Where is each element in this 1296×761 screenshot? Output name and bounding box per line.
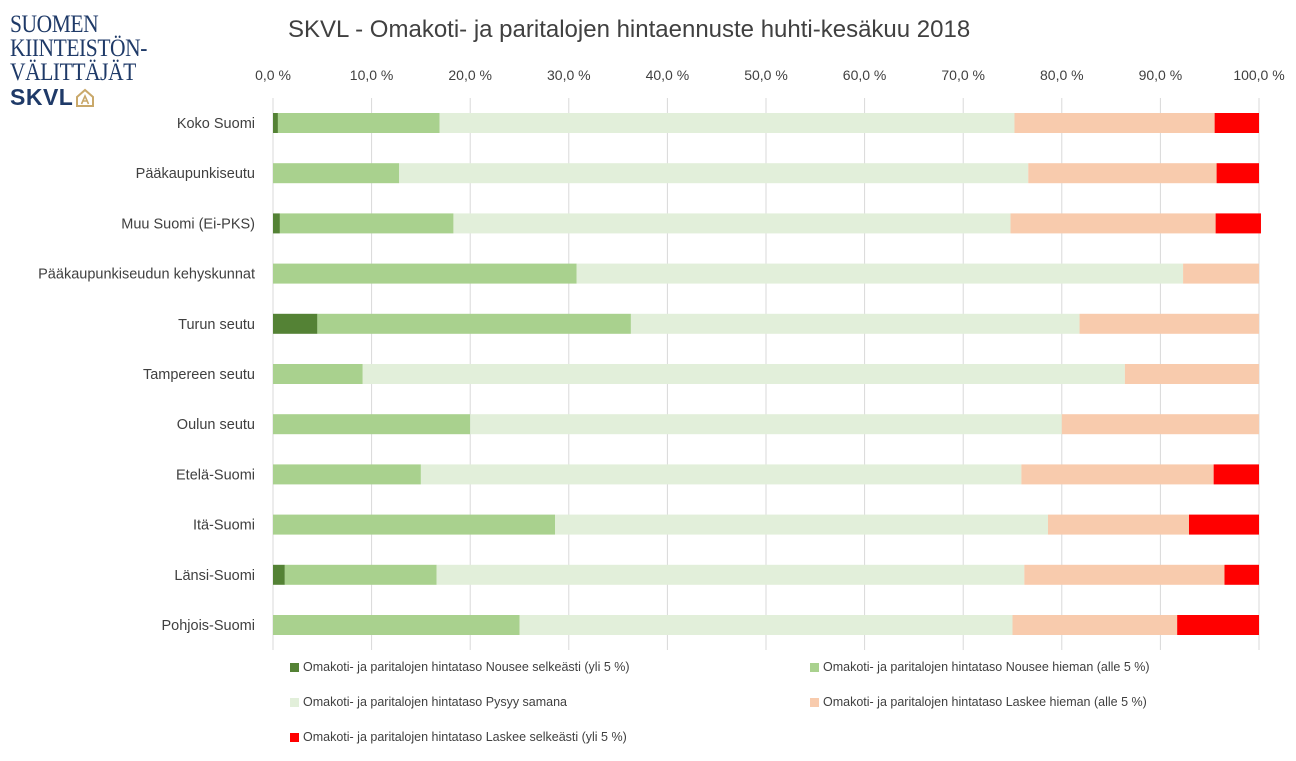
category-label: Koko Suomi (177, 116, 255, 132)
bar-segment (1028, 163, 1217, 184)
legend-item: Omakoti- ja paritalojen hintataso Laskee… (810, 695, 1147, 709)
category-label: Tampereen seutu (143, 367, 255, 383)
skvl-logo: SUOMEN KIINTEISTÖN- VÄLITTÄJÄT SKVL (10, 12, 180, 112)
stacked-bar-chart: 0,0 % 10,0 % 20,0 % 30,0 % 40,0 % 50,0 % 60,0 … (38, 67, 1285, 650)
bar-segment (362, 364, 1125, 384)
bar-segment (1079, 313, 1259, 334)
logo-line-2: KIINTEISTÖN- (10, 35, 147, 62)
bar-segment (1021, 464, 1214, 485)
house-icon (76, 88, 95, 107)
chart-legend: Omakoti- ja paritalojen hintataso Nousee… (290, 660, 1280, 756)
legend-item: Omakoti- ja paritalojen hintataso Nousee… (810, 660, 1150, 674)
legend-label: Omakoti- ja paritalojen hintataso Laskee… (823, 695, 1147, 709)
bar-segment (1047, 514, 1189, 535)
x-tick-label: 10,0 % (350, 67, 394, 83)
legend-swatch (290, 697, 299, 707)
bar-segment (1061, 414, 1259, 435)
category-label: Pääkaupunkiseudun kehyskunnat (38, 267, 255, 283)
bar-segment (470, 414, 1062, 435)
bar-segment (273, 514, 555, 535)
category-label: Itä-Suomi (193, 518, 255, 534)
bar-segment (273, 564, 285, 585)
bar-segment (273, 364, 363, 384)
legend-label: Omakoti- ja paritalojen hintataso Pysyy … (303, 695, 568, 709)
bar-segment (273, 213, 280, 234)
bar-segment (420, 464, 1022, 485)
legend-label: Omakoti- ja paritalojen hintataso Nousee… (823, 660, 1150, 674)
bar-segment (439, 113, 1015, 133)
category-label: Muu Suomi (Ei-PKS) (121, 216, 255, 232)
logo-brand-text: SKVL (10, 84, 74, 110)
bar-segment (1183, 263, 1259, 284)
bar-segment (273, 313, 318, 334)
category-label: Turun seutu (178, 317, 255, 333)
bar-segment (1124, 364, 1259, 384)
x-tick-label: 90,0 % (1139, 67, 1183, 83)
logo-brand: SKVL (10, 84, 95, 111)
bar-segment (1224, 564, 1259, 585)
bar-segment (273, 414, 471, 435)
legend-swatch (810, 662, 819, 672)
bar-segment (554, 514, 1048, 535)
x-tick-label: 70,0 % (941, 67, 985, 83)
legend-label: Omakoti- ja paritalojen hintataso Nousee… (303, 660, 630, 674)
category-label: Pohjois-Suomi (162, 618, 256, 634)
category-label: Länsi-Suomi (174, 568, 255, 584)
bar-segment (576, 263, 1184, 284)
bar-segment (1014, 113, 1215, 133)
legend-swatch (810, 697, 819, 707)
logo-line-3: VÄLITTÄJÄT (10, 59, 136, 86)
x-tick-label: 50,0 % (744, 67, 788, 83)
bar-segment (277, 113, 440, 133)
bar-segment (273, 263, 577, 284)
bar-segment (399, 163, 1029, 184)
chart-title: SKVL - Omakoti- ja paritalojen hintaennu… (288, 16, 971, 43)
bar-segment (630, 313, 1080, 334)
legend-item: Omakoti- ja paritalojen hintataso Laskee… (290, 730, 627, 744)
legend-item: Omakoti- ja paritalojen hintataso Nousee… (290, 660, 630, 674)
bar-segment (1010, 213, 1216, 234)
bar-segment (436, 564, 1025, 585)
bar-segment (1188, 514, 1259, 535)
legend-label: Omakoti- ja paritalojen hintataso Laskee… (303, 730, 627, 744)
x-tick-label: 80,0 % (1040, 67, 1084, 83)
bar-segment (1213, 464, 1259, 485)
bar-segment (273, 113, 278, 133)
bar-segment (273, 163, 400, 184)
bar-segment (273, 464, 421, 485)
category-label: Etelä-Suomi (176, 467, 255, 483)
x-tick-label: 100,0 % (1233, 67, 1284, 83)
bar-segment (284, 564, 437, 585)
bar-segment (1177, 615, 1259, 635)
bar-segment (317, 313, 631, 334)
legend-swatch (290, 732, 299, 742)
bar-segment (1214, 113, 1259, 133)
bar-segment (279, 213, 454, 234)
bar-segment (1012, 615, 1178, 635)
bar-segment (273, 615, 520, 635)
bar-segment (1216, 163, 1259, 184)
x-tick-label: 60,0 % (843, 67, 887, 83)
category-label: Pääkaupunkiseutu (136, 166, 255, 182)
category-label: Oulun seutu (177, 417, 255, 433)
bar-segment (453, 213, 1011, 234)
bar-segment (1024, 564, 1225, 585)
bar-segment (1215, 213, 1261, 234)
x-tick-label: 30,0 % (547, 67, 591, 83)
bar-segment (519, 615, 1013, 635)
x-tick-label: 20,0 % (448, 67, 492, 83)
x-tick-label: 0,0 % (255, 67, 291, 83)
legend-item: Omakoti- ja paritalojen hintataso Pysyy … (290, 695, 567, 709)
x-tick-label: 40,0 % (646, 67, 690, 83)
logo-line-1: SUOMEN (10, 11, 99, 38)
legend-swatch (290, 662, 299, 672)
